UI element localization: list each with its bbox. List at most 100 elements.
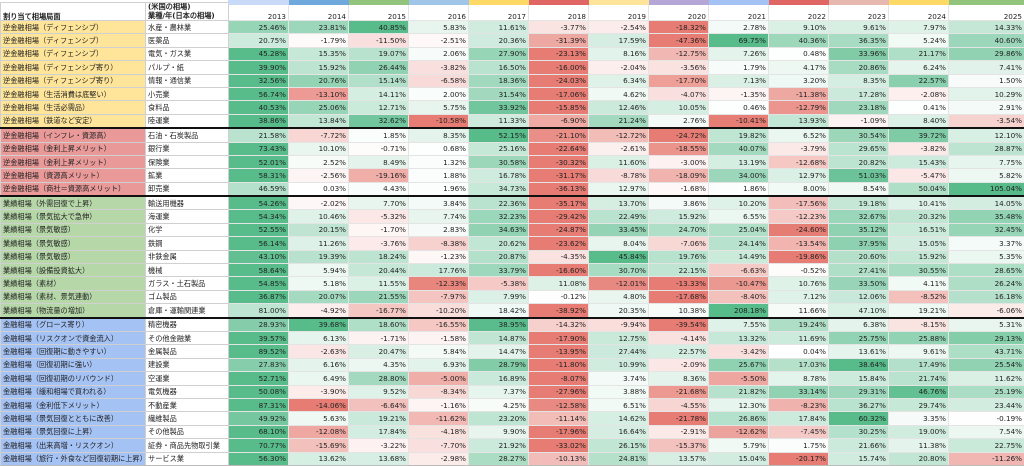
return-cell-2022[interactable]: -8.23% <box>769 398 829 411</box>
return-cell-2025[interactable]: 32.45% <box>949 223 1024 236</box>
year-header-2017[interactable]: 2017 <box>469 3 529 21</box>
return-cell-2018[interactable]: -13.95% <box>529 345 589 358</box>
row-sector-label[interactable]: 倉庫・運輸関連業 <box>146 304 229 318</box>
row-sector-label[interactable]: 不動産業 <box>146 398 229 411</box>
return-cell-2020[interactable]: -17.68% <box>649 290 709 303</box>
return-cell-2021[interactable]: 7.55% <box>709 318 769 332</box>
return-cell-2019[interactable]: 22.49% <box>589 210 649 223</box>
return-cell-2025[interactable]: 14.33% <box>949 21 1024 34</box>
return-cell-2021[interactable]: 10.20% <box>709 196 769 210</box>
return-cell-2018[interactable]: -31.17% <box>529 169 589 182</box>
return-cell-2015[interactable]: -6.64% <box>349 398 409 411</box>
return-cell-2023[interactable]: 8.54% <box>829 182 889 196</box>
return-cell-2018[interactable]: -23.62% <box>529 237 589 250</box>
year-header-2025[interactable]: 2025 <box>949 3 1024 21</box>
return-cell-2014[interactable]: -14.06% <box>289 398 349 411</box>
return-cell-2018[interactable]: -33.02% <box>529 439 589 452</box>
return-cell-2020[interactable]: 22.15% <box>649 264 709 277</box>
return-cell-2020[interactable]: -18.09% <box>649 169 709 182</box>
return-cell-2023[interactable]: 38.64% <box>829 358 889 371</box>
return-cell-2023[interactable]: 47.10% <box>829 304 889 318</box>
return-cell-2021[interactable]: 2.78% <box>709 21 769 34</box>
return-cell-2025[interactable]: 23.44% <box>949 398 1024 411</box>
return-cell-2025[interactable]: -3.54% <box>949 114 1024 128</box>
return-cell-2025[interactable]: 7.41% <box>949 61 1024 74</box>
row-sector-label[interactable]: 電気・ガス業 <box>146 47 229 60</box>
return-cell-2022[interactable]: 8.78% <box>769 372 829 385</box>
row-sector-label[interactable]: 空運業 <box>146 372 229 385</box>
return-cell-2023[interactable]: 15.74% <box>829 452 889 465</box>
return-cell-2013[interactable]: 56.14% <box>229 237 289 250</box>
year-header-2016[interactable]: 2016 <box>409 3 469 21</box>
return-cell-2017[interactable]: 11.61% <box>469 21 529 34</box>
return-cell-2013[interactable]: 73.43% <box>229 142 289 155</box>
return-cell-2015[interactable]: 21.55% <box>349 290 409 303</box>
return-cell-2024[interactable]: 19.21% <box>889 304 949 318</box>
return-cell-2017[interactable]: 22.36% <box>469 196 529 210</box>
return-cell-2022[interactable]: 7.12% <box>769 290 829 303</box>
return-cell-2016[interactable]: 5.83% <box>409 21 469 34</box>
return-cell-2020[interactable]: -7.06% <box>649 237 709 250</box>
return-cell-2024[interactable]: -2.08% <box>889 87 949 100</box>
return-cell-2022[interactable]: 12.97% <box>769 169 829 182</box>
return-cell-2022[interactable]: -12.68% <box>769 155 829 168</box>
row-sector-label[interactable]: 石油・石炭製品 <box>146 128 229 142</box>
row-group-label[interactable]: 金融相場（回復初期のリバウンド） <box>1 372 146 385</box>
return-cell-2021[interactable]: 7.26% <box>709 47 769 60</box>
return-cell-2014[interactable]: 20.15% <box>289 223 349 236</box>
return-cell-2014[interactable]: 13.84% <box>289 114 349 128</box>
return-cell-2021[interactable]: 34.00% <box>709 169 769 182</box>
return-cell-2015[interactable]: 17.84% <box>349 425 409 438</box>
return-cell-2019[interactable]: 4.80% <box>589 290 649 303</box>
return-cell-2025[interactable]: 35.48% <box>949 210 1024 223</box>
return-cell-2022[interactable]: -12.23% <box>769 210 829 223</box>
return-cell-2014[interactable]: 19.39% <box>289 250 349 263</box>
row-sector-label[interactable]: 建設業 <box>146 358 229 371</box>
return-cell-2021[interactable]: -10.47% <box>709 277 769 290</box>
return-cell-2024[interactable]: 15.43% <box>889 155 949 168</box>
return-cell-2019[interactable]: 8.16% <box>589 47 649 60</box>
row-sector-label[interactable]: 食料品 <box>146 101 229 114</box>
return-cell-2022[interactable]: 33.14% <box>769 385 829 398</box>
return-cell-2019[interactable]: 14.62% <box>589 412 649 425</box>
return-cell-2015[interactable]: 7.70% <box>349 196 409 210</box>
return-cell-2025[interactable]: 10.29% <box>949 87 1024 100</box>
return-cell-2020[interactable]: -21.68% <box>649 385 709 398</box>
return-cell-2014[interactable]: 39.68% <box>289 318 349 332</box>
return-cell-2023[interactable]: 60.32% <box>829 412 889 425</box>
return-cell-2013[interactable]: 20.75% <box>229 34 289 47</box>
return-cell-2014[interactable]: -2.02% <box>289 196 349 210</box>
return-cell-2016[interactable]: -2.51% <box>409 34 469 47</box>
return-cell-2025[interactable]: 7.75% <box>949 155 1024 168</box>
return-cell-2016[interactable]: 7.74% <box>409 210 469 223</box>
return-cell-2021[interactable]: 208.18% <box>709 304 769 318</box>
return-cell-2013[interactable]: 40.53% <box>229 101 289 114</box>
return-cell-2020[interactable]: 13.57% <box>649 452 709 465</box>
return-cell-2025[interactable]: 3.37% <box>949 237 1024 250</box>
row-group-label[interactable]: 業績相場（景気敏感） <box>1 223 146 236</box>
return-cell-2015[interactable]: -11.50% <box>349 34 409 47</box>
return-cell-2020[interactable]: 10.38% <box>649 304 709 318</box>
return-cell-2015[interactable]: 11.55% <box>349 277 409 290</box>
row-group-label[interactable]: 業績相場（景気拡大で急伸） <box>1 210 146 223</box>
return-cell-2020[interactable]: 19.76% <box>649 250 709 263</box>
return-cell-2021[interactable]: 1.86% <box>709 182 769 196</box>
row-group-label[interactable]: 逆金融相場（ディフェンシブ） <box>1 47 146 60</box>
return-cell-2022[interactable]: -13.54% <box>769 237 829 250</box>
return-cell-2021[interactable]: 21.82% <box>709 385 769 398</box>
year-header-2019[interactable]: 2019 <box>589 3 649 21</box>
return-cell-2021[interactable]: -5.50% <box>709 372 769 385</box>
year-header-2021[interactable]: 2021 <box>709 3 769 21</box>
return-cell-2023[interactable]: 35.12% <box>829 223 889 236</box>
row-group-label[interactable]: 逆金融相場（金利上昇メリット） <box>1 155 146 168</box>
return-cell-2024[interactable]: 4.11% <box>889 277 949 290</box>
return-cell-2021[interactable]: 14.49% <box>709 250 769 263</box>
header-sector-label[interactable]: (米国の相場) 業種/年(日本の相場) <box>146 3 229 21</box>
return-cell-2024[interactable]: 11.38% <box>889 439 949 452</box>
return-cell-2020[interactable]: 2.76% <box>649 114 709 128</box>
return-cell-2024[interactable]: 6.24% <box>889 61 949 74</box>
return-cell-2014[interactable]: -1.79% <box>289 34 349 47</box>
return-cell-2020[interactable]: -17.70% <box>649 74 709 87</box>
return-cell-2014[interactable]: 6.49% <box>289 372 349 385</box>
row-sector-label[interactable]: 輸送用機器 <box>146 196 229 210</box>
